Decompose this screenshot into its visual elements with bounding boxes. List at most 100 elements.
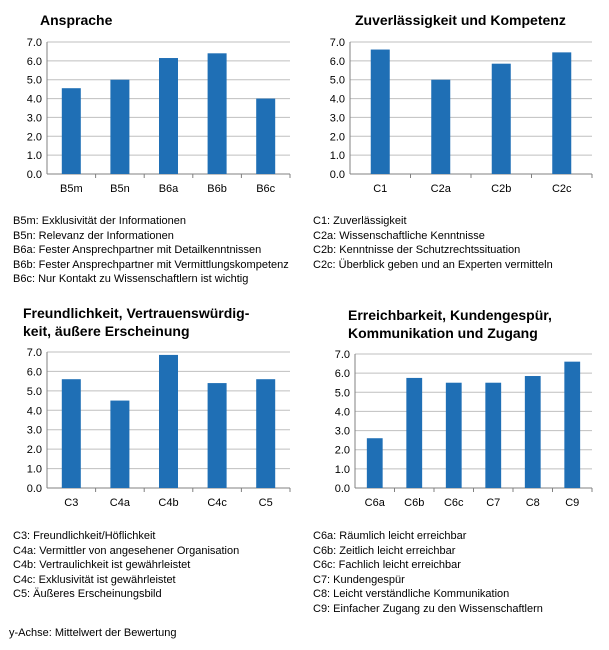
x-tick-label: C2c (552, 183, 572, 195)
x-tick-label: C9 (565, 497, 579, 509)
chart-2-title: Zuverlässigkeit und Kompetenz (355, 11, 566, 29)
y-tick-label: 1.0 (330, 150, 345, 162)
legend-item: C9: Einfacher Zugang zu den Wissenschaft… (313, 602, 543, 615)
y-tick-label: 2.0 (27, 444, 42, 456)
legend-item: C2b: Kenntnisse der Schutzrechtssituatio… (313, 244, 521, 256)
y-tick-label: 6.0 (330, 56, 345, 68)
x-tick-label: C1 (373, 183, 387, 195)
y-tick-label: 4.0 (27, 405, 42, 417)
chart-3-title: Freundlichkeit, Vertrauenswürdig- keit, … (23, 304, 249, 340)
legend-item: B6c: Nur Kontakt zu Wissenschaftlern ist… (13, 273, 249, 285)
y-tick-label: 3.0 (335, 426, 350, 438)
y-tick-label: 3.0 (330, 112, 345, 124)
x-tick-label: B5m (60, 183, 83, 195)
y-tick-label: 5.0 (27, 386, 42, 398)
y-tick-label: 5.0 (27, 75, 42, 87)
y-tick-label: 5.0 (335, 387, 350, 399)
bar-b5n (110, 79, 130, 174)
y-tick-label: 2.0 (335, 445, 350, 457)
x-tick-label: C7 (486, 497, 500, 509)
bar-c2b (491, 63, 511, 174)
y-tick-label: 1.0 (27, 464, 42, 476)
chart-3-legend: C3: Freundlichkeit/Höflichkeit C4a: Verm… (13, 529, 239, 602)
legend-item: C4a: Vermittler von angesehener Organisa… (13, 544, 240, 557)
x-tick-label: C4a (110, 497, 131, 509)
x-tick-label: B6a (159, 183, 179, 195)
y-axis-note: y-Achse: Mittelwert der Bewertung (9, 627, 177, 639)
legend-item: C3: Freundlichkeit/Höflichkeit (13, 530, 156, 542)
legend-item: C6b: Zeitlich leicht erreichbar (313, 544, 456, 557)
bar-c6a (366, 438, 383, 488)
x-tick-label: C4c (207, 497, 227, 509)
y-tick-label: 7.0 (27, 37, 42, 49)
y-tick-label: 4.0 (27, 94, 42, 106)
chart-4-legend: C6a: Räumlich leicht erreichbar C6b: Zei… (313, 529, 543, 616)
bar-c3 (61, 379, 81, 488)
y-tick-label: 7.0 (27, 347, 42, 359)
x-tick-label: B6c (256, 183, 275, 195)
y-tick-label: 2.0 (27, 131, 42, 143)
chart-4-title: Erreichbarkeit, Kundengespür, Kommunikat… (348, 306, 552, 342)
bar-c9 (564, 361, 581, 488)
y-tick-label: 0.0 (330, 169, 345, 181)
legend-item: B6a: Fester Ansprechpartner mit Detailke… (13, 244, 262, 256)
chart-4-title-line-1: Erreichbarkeit, Kundengespür, (348, 307, 552, 323)
bar-c7 (485, 382, 502, 488)
x-tick-label: C4b (158, 497, 178, 509)
y-tick-label: 6.0 (335, 368, 350, 380)
bar-c6b (406, 377, 423, 488)
y-tick-label: 3.0 (27, 425, 42, 437)
bar-c1 (370, 49, 390, 174)
legend-item: C4c: Exklusivität ist gewährleistet (13, 573, 176, 586)
legend-item: C2c: Überblick geben und an Experten ver… (313, 258, 553, 271)
y-tick-label: 6.0 (27, 366, 42, 378)
chart-2-legend: C1: Zuverlässigkeit C2a: Wissenschaftlic… (313, 214, 553, 272)
legend-item: C7: Kundengespür (313, 573, 405, 586)
chart-3-title-line-1: Freundlichkeit, Vertrauenswürdig- (23, 305, 250, 321)
y-tick-label: 4.0 (330, 94, 345, 106)
x-tick-label: C3 (64, 497, 78, 509)
chart-3-title-line-2: keit, äußere Erscheinung (23, 323, 190, 339)
legend-item: B5n: Relevanz der Informationen (13, 229, 174, 242)
bar-c4c (207, 383, 227, 488)
bar-c5 (256, 379, 276, 488)
bar-c4a (110, 400, 130, 488)
bar-b6a (159, 58, 178, 174)
x-tick-label: C6b (404, 497, 424, 509)
chart-1-title-line-1: Ansprache (40, 12, 113, 28)
y-tick-label: 1.0 (27, 150, 42, 162)
x-tick-label: B5n (110, 183, 130, 195)
y-tick-label: 1.0 (335, 464, 350, 476)
x-tick-label: C2b (491, 183, 511, 195)
bar-b6b (207, 53, 227, 174)
y-tick-label: 0.0 (27, 169, 42, 181)
chart-1-legend: B5m: Exklusivität der Informationen B5n:… (13, 214, 289, 287)
x-tick-label: C5 (259, 497, 273, 509)
legend-item: C6a: Räumlich leicht erreichbar (313, 530, 467, 542)
bar-c2a (431, 79, 451, 174)
x-tick-label: C6c (444, 497, 464, 509)
y-tick-label: 0.0 (335, 483, 350, 495)
bar-c6c (445, 382, 462, 488)
y-tick-label: 6.0 (27, 56, 42, 68)
chart-2-title-line-1: Zuverlässigkeit und Kompetenz (355, 12, 566, 28)
bar-c4b (159, 354, 178, 488)
x-tick-label: B6b (207, 183, 227, 195)
bar-c2c (552, 52, 572, 174)
legend-item: C2a: Wissenschaftliche Kenntnisse (313, 229, 485, 242)
y-tick-label: 4.0 (335, 406, 350, 418)
legend-item: C6c: Fachlich leicht erreichbar (313, 559, 461, 571)
bar-b6c (256, 98, 276, 174)
bar-b5m (61, 88, 81, 174)
chart-1-title: Ansprache (40, 11, 112, 29)
legend-item: C4b: Vertraulichkeit ist gewährleistet (13, 559, 191, 571)
y-tick-label: 2.0 (330, 131, 345, 143)
y-tick-label: 0.0 (27, 483, 42, 495)
bar-c8 (524, 376, 541, 488)
y-tick-label: 7.0 (335, 349, 350, 361)
legend-item: C5: Äußeres Erscheinungsbild (13, 588, 162, 600)
x-tick-label: C6a (365, 497, 386, 509)
